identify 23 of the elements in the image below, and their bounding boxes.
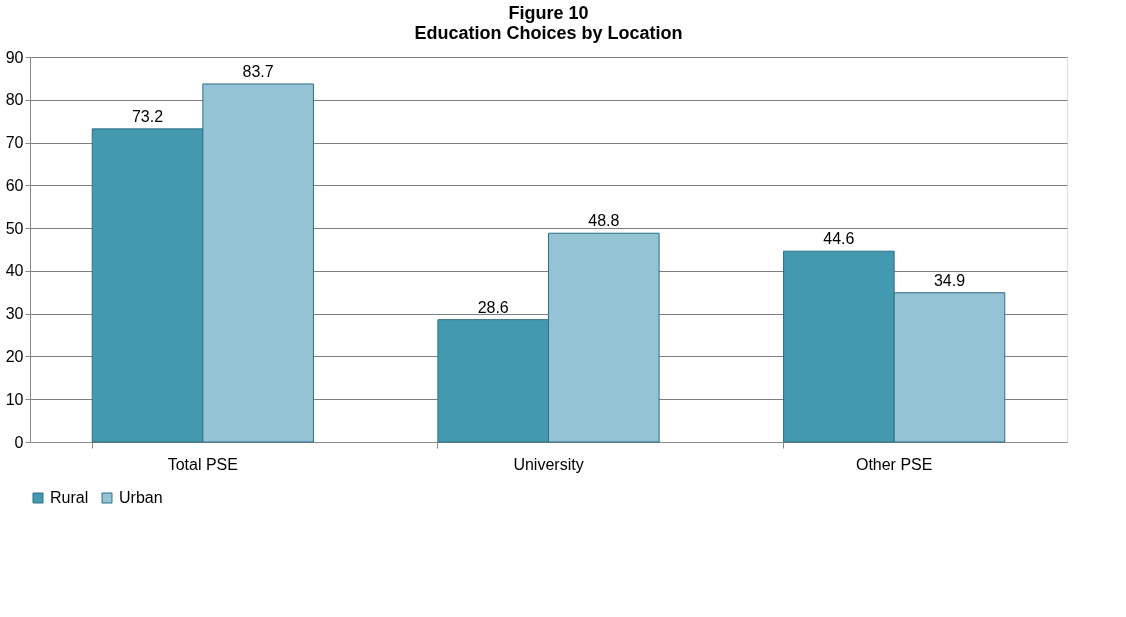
data-label: 73.2 xyxy=(131,107,164,125)
y-tick-label: 0 xyxy=(14,433,24,451)
y-tick-label: 20 xyxy=(5,347,24,365)
y-tick-label: 50 xyxy=(5,219,24,237)
y-tick-label: 70 xyxy=(5,134,24,152)
y-tick-label: 10 xyxy=(5,390,24,408)
x-tick-label: University xyxy=(513,455,584,473)
y-tick-label: 90 xyxy=(5,48,24,66)
text: Figure 10 xyxy=(508,3,589,23)
data-label: 44.6 xyxy=(823,230,855,248)
text: Education Choices by Location xyxy=(414,23,683,43)
data-label: 83.7 xyxy=(242,62,274,80)
data-label: 28.6 xyxy=(477,298,509,316)
data-label: 34.9 xyxy=(933,271,966,289)
y-tick-label: 80 xyxy=(5,91,24,109)
data-label: 48.8 xyxy=(588,212,620,230)
y-tick-label: 30 xyxy=(5,305,24,323)
x-tick-label: Other PSE xyxy=(855,455,933,473)
x-tick-label: Total PSE xyxy=(167,455,238,473)
legend-label: Urban xyxy=(119,489,163,506)
y-tick-label: 40 xyxy=(5,262,24,280)
y-tick-label: 60 xyxy=(5,176,24,194)
legend-label: Rural xyxy=(50,489,89,506)
